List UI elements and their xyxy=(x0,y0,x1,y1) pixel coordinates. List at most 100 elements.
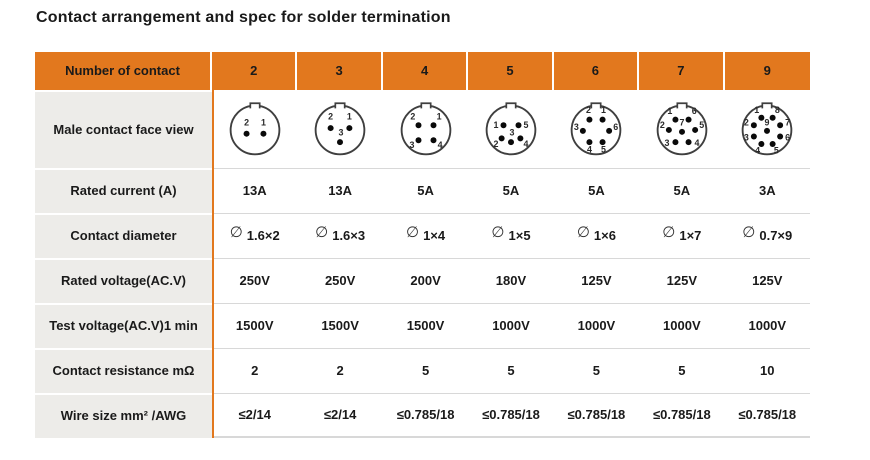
diameter-symbol: ∅ xyxy=(315,223,329,241)
spec-value-cell: 1000V xyxy=(724,303,810,348)
pin-number: 4 xyxy=(437,140,442,150)
row-label: Rated current (A) xyxy=(35,168,212,213)
pin-dot xyxy=(764,127,771,134)
pin-number: 4 xyxy=(755,145,760,155)
pin-dot xyxy=(500,122,507,129)
pin-number: 3 xyxy=(744,132,749,142)
spec-value-cell: ∅ 1×7 xyxy=(639,213,725,258)
pin-dot xyxy=(751,133,758,140)
pin-number: 3 xyxy=(339,128,344,138)
column-header: 7 xyxy=(639,52,725,90)
pin-dot xyxy=(665,126,672,133)
pin-dot xyxy=(599,139,606,146)
pin-dot xyxy=(691,126,698,133)
pin-dot xyxy=(580,127,587,134)
spec-value-cell: 5A xyxy=(639,168,725,213)
pin-number: 5 xyxy=(774,145,779,155)
pin-dot xyxy=(260,130,267,137)
orange-divider xyxy=(212,90,214,438)
spec-value-cell: 250V xyxy=(297,258,383,303)
pin-number: 1 xyxy=(261,117,266,127)
pin-dot xyxy=(777,122,784,129)
pin-dot xyxy=(498,135,505,142)
column-header: 4 xyxy=(382,52,469,90)
pin-dot xyxy=(415,122,422,129)
diameter-value: 1×4 xyxy=(423,227,446,243)
spec-value-cell: 5A xyxy=(553,168,640,213)
diameter-value: 1.6×3 xyxy=(332,227,366,243)
face-view-cell: 1 6 2 5 3 4 7 xyxy=(639,90,725,168)
spec-value-cell: ≤0.785/18 xyxy=(553,393,640,438)
pin-number: 1 xyxy=(754,105,759,115)
pin-dot xyxy=(586,116,593,123)
spec-value-cell: ≤0.785/18 xyxy=(468,393,554,438)
pin-dot xyxy=(415,137,422,144)
spec-value-cell: 1500V xyxy=(382,303,469,348)
pin-number: 3 xyxy=(409,140,414,150)
column-header: 6 xyxy=(553,52,640,90)
spec-value-cell: ∅ 1×4 xyxy=(382,213,469,258)
spec-value-cell: 5A xyxy=(382,168,469,213)
pin-number: 5 xyxy=(601,144,606,154)
spec-value-cell: 1000V xyxy=(639,303,725,348)
pin-number: 7 xyxy=(679,117,684,127)
spec-value-cell: 5 xyxy=(382,348,469,393)
connector-face-diagram: 2 1 3 4 xyxy=(400,102,451,156)
diameter-value: 1×7 xyxy=(679,227,702,243)
pin-number: 1 xyxy=(494,120,499,130)
pin-number: 6 xyxy=(785,132,790,142)
spec-value-cell: 180V xyxy=(468,258,554,303)
spec-value-cell: ≤0.785/18 xyxy=(639,393,725,438)
spec-value-cell: 5A xyxy=(468,168,554,213)
pin-dot xyxy=(243,130,250,137)
spec-value-cell: 200V xyxy=(382,258,469,303)
diameter-symbol: ∅ xyxy=(491,223,505,241)
spec-value-cell: 13A xyxy=(212,168,298,213)
pin-dot xyxy=(327,125,334,132)
pin-number: 1 xyxy=(436,112,441,122)
spec-value-cell: 3A xyxy=(724,168,810,213)
spec-value-cell: 5 xyxy=(553,348,640,393)
pin-number: 9 xyxy=(765,117,770,127)
row-label: Contact diameter xyxy=(35,213,212,258)
spec-value-cell: 125V xyxy=(553,258,640,303)
pin-dot xyxy=(751,122,758,129)
diameter-value: 1×5 xyxy=(508,227,531,243)
pin-number: 8 xyxy=(775,105,780,115)
face-view-cell: 1 8 2 7 3 6 4 5 9 xyxy=(724,90,810,168)
pin-number: 6 xyxy=(614,122,619,132)
spec-value-cell: 1000V xyxy=(553,303,640,348)
spec-value-cell: 1500V xyxy=(212,303,298,348)
row-label: Contact resistance mΩ xyxy=(35,348,212,393)
diameter-value: 1×6 xyxy=(593,227,616,243)
diameter-value: 0.7×9 xyxy=(759,227,793,243)
row-label: Rated voltage(AC.V) xyxy=(35,258,212,303)
pin-number: 4 xyxy=(587,144,592,154)
spec-value-cell: 2 xyxy=(212,348,298,393)
pin-dot xyxy=(599,116,606,123)
pin-number: 2 xyxy=(410,112,415,122)
pin-dot xyxy=(507,139,514,146)
pin-dot xyxy=(758,141,765,147)
row-label: Male contact face view xyxy=(35,90,212,168)
spec-value-cell: 5 xyxy=(468,348,554,393)
spec-value-cell: 125V xyxy=(639,258,725,303)
pin-dot xyxy=(678,128,685,135)
spec-value-cell: ∅ 1.6×3 xyxy=(297,213,383,258)
row-label: Test voltage(AC.V)1 min xyxy=(35,303,212,348)
pin-dot xyxy=(430,122,437,129)
pin-number: 3 xyxy=(509,128,514,138)
page-title: Contact arrangement and spec for solder … xyxy=(36,9,451,26)
pin-number: 3 xyxy=(574,122,579,132)
pin-dot xyxy=(606,127,613,134)
spec-value-cell: 5 xyxy=(639,348,725,393)
spec-value-cell: ≤0.785/18 xyxy=(382,393,469,438)
pin-dot xyxy=(685,139,692,146)
spec-value-cell: 13A xyxy=(297,168,383,213)
pin-dot xyxy=(777,133,784,140)
